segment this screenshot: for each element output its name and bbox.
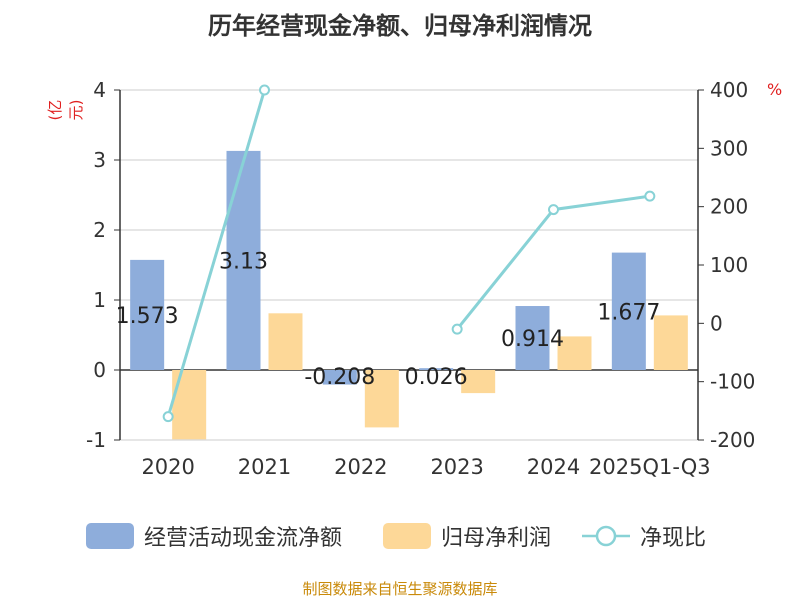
- legend-item-ratio[interactable]: 净现比: [582, 516, 706, 556]
- cashflow-data-label: 3.13: [219, 249, 268, 274]
- legend-item-cashflow[interactable]: 经营活动现金流净额: [86, 516, 342, 556]
- category-label: 2025Q1-Q3: [589, 455, 711, 479]
- right-tick-label: 100: [710, 253, 748, 277]
- cashflow-bar: [226, 150, 261, 370]
- right-axis-unit: %: [767, 80, 783, 99]
- category-label: 2022: [334, 455, 387, 479]
- netprofit-bar: [268, 313, 303, 370]
- netprofit-bar: [461, 370, 496, 394]
- left-tick-label: 2: [93, 218, 106, 242]
- cashflow-data-label: 0.914: [501, 327, 564, 352]
- cashflow-bar: [419, 368, 454, 370]
- left-tick-label: 0: [93, 358, 106, 382]
- netprofit-bar: [557, 336, 592, 370]
- chart-plot: -1 0 1 2 3 4 -200 -100 0 100 200 300 400 1.573 3.13 -0.…: [86, 78, 755, 479]
- cashflow-bar: [130, 259, 165, 370]
- cashflow-bar: [611, 252, 646, 370]
- ratio-point: [644, 190, 656, 202]
- legend-item-netprofit[interactable]: 归母净利润: [383, 516, 551, 556]
- category-label: 2021: [238, 455, 291, 479]
- right-tick-label: 0: [710, 311, 723, 335]
- source-note: 制图数据来自恒生聚源数据库: [302, 580, 498, 598]
- legend-swatch-ratio: [582, 525, 630, 547]
- ratio-point: [162, 411, 174, 423]
- legend-label-netprofit: 归母净利润: [441, 526, 552, 551]
- ratio-line: [166, 89, 266, 418]
- legend-swatch-cashflow: [86, 523, 134, 549]
- left-tick-label: -1: [86, 428, 106, 452]
- netprofit-bar: [364, 370, 399, 428]
- netprofit-bar: [653, 315, 688, 370]
- netprofit-bar: [172, 370, 207, 440]
- left-tick-label: 1: [93, 288, 106, 312]
- right-tick-label: 200: [710, 195, 748, 219]
- ratio-point: [259, 84, 270, 96]
- left-tick-label: 3: [93, 148, 106, 172]
- legend-label-cashflow: 经营活动现金流净额: [144, 526, 343, 551]
- category-label: 2023: [430, 455, 483, 479]
- legend-label-ratio: 净现比: [640, 526, 707, 551]
- cashflow-data-label: 1.677: [597, 300, 660, 325]
- right-tick-label: -100: [710, 370, 755, 394]
- category-label: 2020: [141, 455, 194, 479]
- ratio-point: [451, 323, 463, 335]
- right-tick-label: 300: [710, 136, 748, 160]
- cashflow-bar: [322, 370, 357, 385]
- category-label: 2024: [527, 455, 580, 479]
- cashflow-data-label: -0.208: [304, 365, 375, 390]
- cashflow-data-label: 0.026: [405, 365, 468, 390]
- right-tick-label: 400: [710, 78, 748, 102]
- cashflow-bar: [515, 306, 550, 370]
- ratio-point: [548, 204, 559, 216]
- legend-swatch-netprofit: [383, 523, 431, 549]
- left-tick-label: 4: [93, 78, 106, 102]
- chart-title: 历年经营现金净额、归母净利润情况: [208, 12, 592, 40]
- cashflow-data-label: 1.573: [116, 304, 179, 329]
- right-tick-label: -200: [710, 428, 755, 452]
